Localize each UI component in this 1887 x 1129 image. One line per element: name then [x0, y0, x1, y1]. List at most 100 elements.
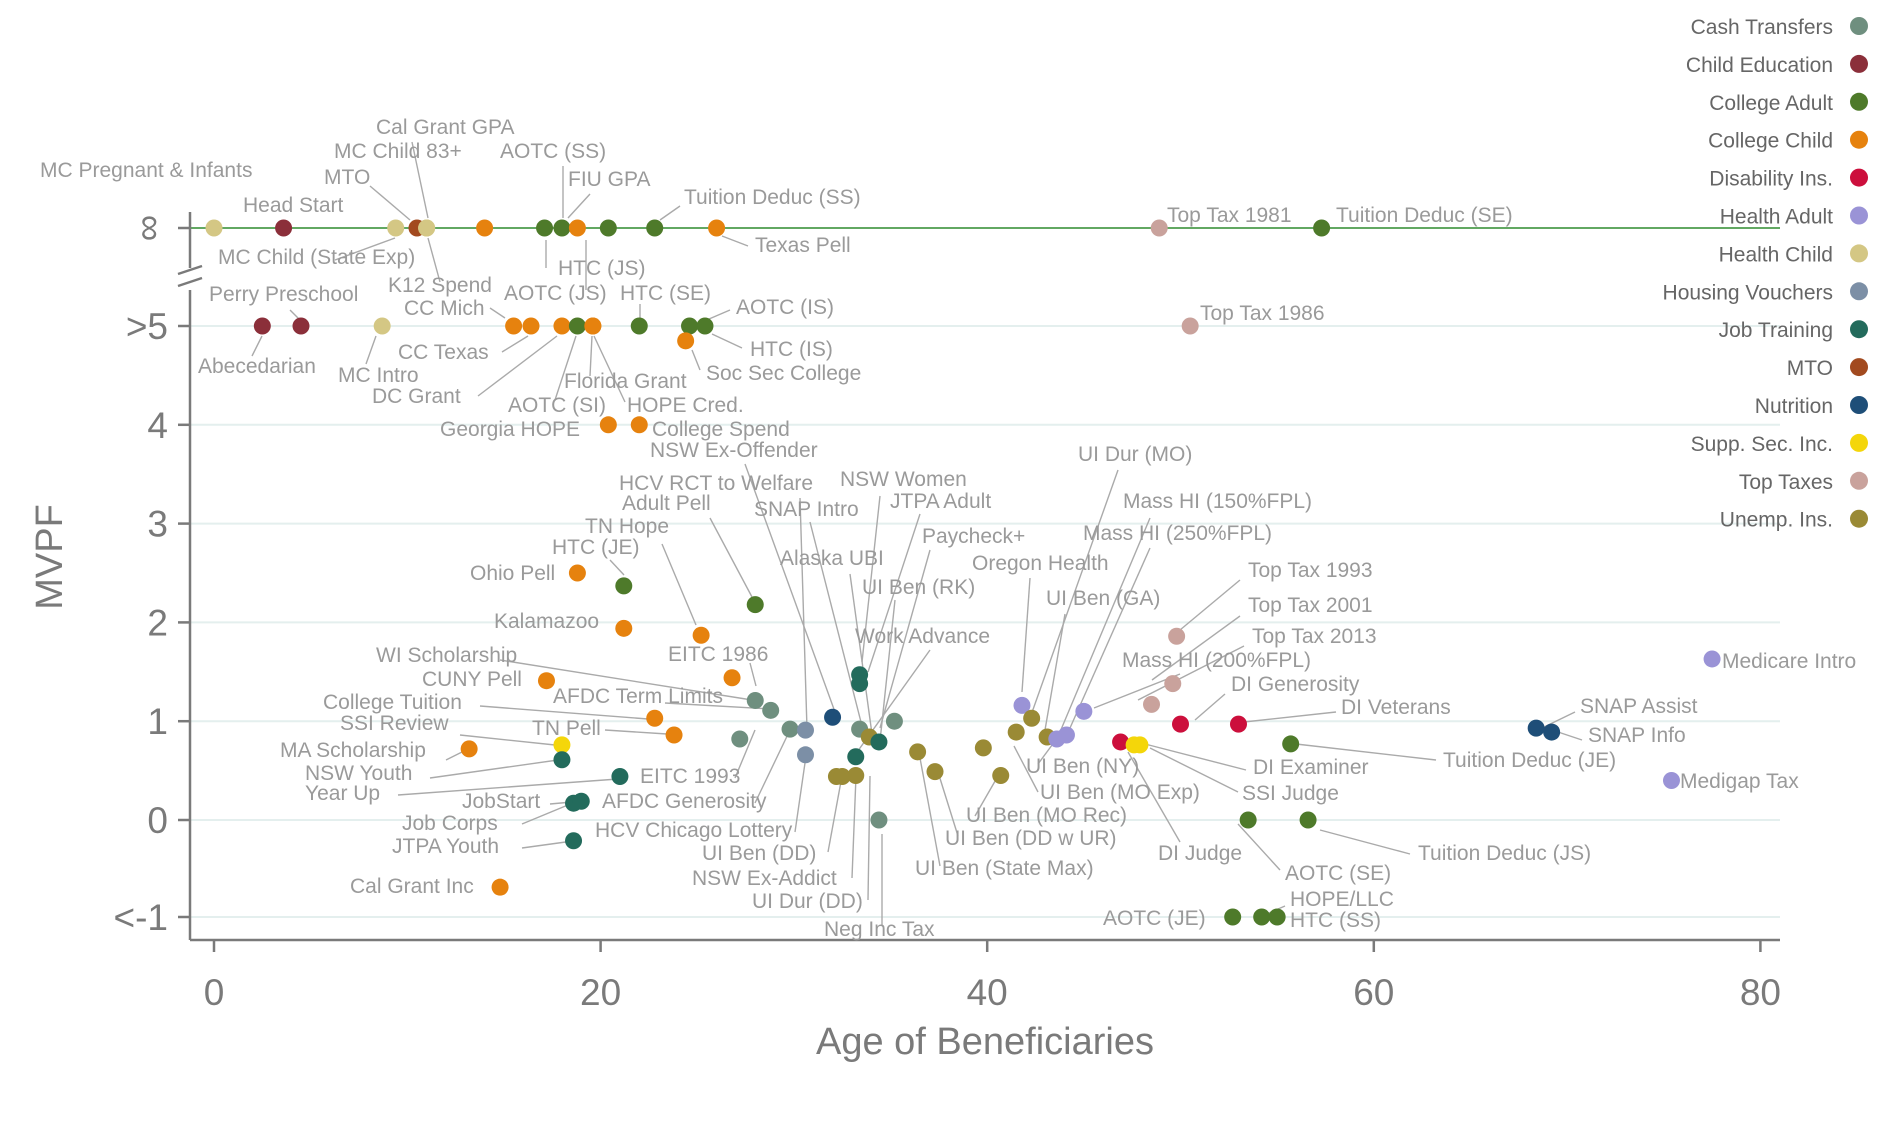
data-point: [851, 675, 869, 693]
data-point: [491, 878, 509, 896]
legend-label: College Child: [1708, 130, 1833, 153]
data-point: [1150, 219, 1168, 237]
data-point: [1282, 735, 1300, 753]
leader-line: [521, 840, 574, 849]
legend-marker: [1850, 282, 1868, 301]
leader-line: [809, 521, 863, 727]
leader-line: [734, 729, 756, 779]
point-label: Year Up: [305, 782, 380, 805]
data-point: [665, 726, 683, 744]
leader-line: [827, 775, 843, 853]
data-point: [1164, 675, 1182, 693]
point-label: JTPA Youth: [392, 835, 499, 858]
point-label: HTC (JS): [558, 257, 646, 280]
point-label: Soc Sec College: [706, 362, 861, 385]
point-label: NSW Ex-Addict: [692, 867, 837, 890]
leader-line: [604, 729, 668, 735]
data-point: [847, 767, 865, 785]
data-point: [646, 709, 664, 727]
data-point: [1299, 811, 1317, 829]
data-point: [584, 317, 602, 335]
leader-line: [1013, 745, 1039, 793]
data-point: [1057, 726, 1075, 744]
point-label: CUNY Pell: [422, 668, 522, 691]
x-tick-label: 40: [967, 972, 1008, 1013]
legend-marker: [1850, 320, 1868, 339]
point-label: Top Tax 2001: [1248, 594, 1373, 617]
data-point: [568, 317, 586, 335]
point-label: K12 Spend: [388, 274, 492, 297]
leader-line: [489, 307, 506, 319]
point-label: Perry Preschool: [209, 283, 358, 306]
data-point: [553, 219, 571, 237]
y-axis-title: MVPF: [29, 504, 71, 610]
data-point: [1007, 723, 1025, 741]
point-label: UI Ben (MO Exp): [1040, 781, 1200, 804]
legend-label: College Adult: [1709, 92, 1833, 115]
leader-line: [459, 734, 556, 746]
point-label: DI Examiner: [1253, 756, 1369, 779]
data-point: [630, 416, 648, 434]
point-label: AOTC (SI): [508, 394, 606, 417]
leader-line: [593, 335, 626, 403]
point-label: Job Corps: [402, 812, 498, 835]
data-point: [1662, 771, 1680, 789]
point-label: Tuition Deduc (SE): [1336, 204, 1513, 227]
point-label: UI Ben (RK): [862, 576, 975, 599]
point-label: Georgia HOPE: [440, 418, 580, 441]
point-label: CC Mich: [404, 297, 485, 320]
legend-label: Unemp. Ins.: [1720, 509, 1833, 532]
point-label: Abecedarian: [198, 355, 316, 378]
point-label: AFDC Term Limits: [553, 685, 723, 708]
leader-line: [1069, 547, 1151, 729]
leader-line: [477, 335, 558, 397]
data-point: [1313, 219, 1331, 237]
legend-marker: [1850, 206, 1868, 225]
data-point: [646, 219, 664, 237]
point-label: Tuition Deduc (SS): [684, 186, 861, 209]
leader-line: [567, 193, 591, 219]
axes: <-1 0 1 2 3 4 >5 ∞ 0 20 40 60 80: [113, 212, 1781, 1013]
point-label: SNAP Info: [1588, 724, 1686, 747]
point-label: MC Child 83+: [334, 140, 462, 163]
point-label: SSI Judge: [1242, 782, 1339, 805]
leader-line: [799, 497, 808, 730]
point-label: NSW Ex-Offender: [650, 439, 818, 462]
legend-label: MTO: [1787, 357, 1833, 380]
data-point: [1181, 317, 1199, 335]
legend-marker: [1850, 130, 1868, 149]
y-tick-label: 1: [147, 701, 168, 742]
leader-line: [659, 205, 681, 221]
point-label: UI Ben (GA): [1046, 587, 1160, 610]
data-point: [885, 712, 903, 730]
legend: Cash Transfers Child Education College Adu…: [1663, 16, 1868, 532]
point-label: MTO: [324, 166, 370, 189]
leader-line: [861, 495, 881, 663]
data-point: [1168, 627, 1186, 645]
point-label: Cal Grant Inc: [350, 875, 474, 898]
point-label: College Spend: [652, 418, 790, 441]
point-label: UI Dur (MO): [1078, 443, 1192, 466]
data-point: [692, 626, 710, 644]
point-label: DC Grant: [372, 385, 461, 408]
y-tick-label: 0: [147, 800, 168, 841]
point-label: Mass HI (150%FPL): [1123, 490, 1312, 513]
point-label: College Tuition: [323, 691, 462, 714]
leader-line: [867, 513, 921, 673]
data-point: [373, 317, 391, 335]
point-label: HOPE Cred.: [627, 394, 744, 417]
y-tick-label: 2: [147, 602, 168, 643]
point-label: MA Scholarship: [280, 739, 426, 762]
legend-label: Nutrition: [1755, 395, 1833, 418]
data-point: [1268, 908, 1286, 926]
leader-line: [1137, 645, 1245, 701]
label-leader-lines: [251, 141, 1583, 926]
point-label: HTC (JE): [552, 536, 640, 559]
leader-line: [365, 335, 377, 365]
data-point: [568, 564, 586, 582]
point-label: HOPE/LLC: [1290, 888, 1394, 911]
data-point: [681, 317, 699, 335]
point-label: UI Ben (DD): [702, 842, 816, 865]
leader-line: [499, 659, 753, 701]
legend-marker: [1850, 54, 1868, 73]
